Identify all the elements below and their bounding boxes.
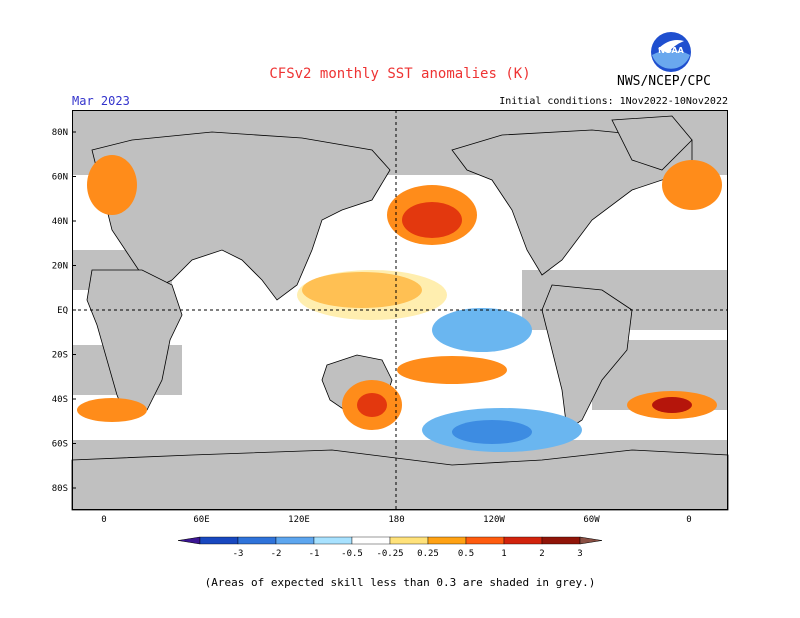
latitude-label: 40S <box>52 395 68 405</box>
latitude-label: 80S <box>52 484 68 494</box>
colorbar-segment <box>389 536 429 545</box>
initial-conditions: Initial conditions: 1Nov2022-10Nov2022 <box>499 96 728 107</box>
continents <box>71 115 729 511</box>
longitude-label: 0 <box>686 515 691 525</box>
longitude-label: 60E <box>193 515 209 525</box>
colorbar-label: -0.5 <box>341 549 363 559</box>
latitude-label: EQ <box>57 306 68 316</box>
colorbar-segment <box>199 536 239 545</box>
colorbar: -3 -2 -1 -0.5 -0.25 0.25 0.5 1 2 3 <box>177 536 603 559</box>
colorbar-label: 3 <box>577 549 582 559</box>
longitude-label: 120W <box>483 515 505 525</box>
skill-footnote: (Areas of expected skill less than 0.3 a… <box>204 576 596 589</box>
latitude-labels: 80N 60N 40N 20N EQ 20S 40S 60S 80S <box>52 128 76 494</box>
latitude-label: 40N <box>52 217 68 227</box>
longitude-label: 120E <box>288 515 310 525</box>
colorbar-min-arrow <box>177 536 201 545</box>
colorbar-segment <box>427 536 467 545</box>
colorbar-label: -3 <box>233 549 244 559</box>
latitude-label: 60N <box>52 173 68 183</box>
latitude-label: 20S <box>52 351 68 361</box>
longitude-labels: 0 60E 120E 180 120W 60W 0 <box>101 515 691 525</box>
colorbar-segment <box>503 536 543 545</box>
colorbar-segment <box>237 536 277 545</box>
colorbar-label: 1 <box>501 549 506 559</box>
colorbar-label: -1 <box>309 549 320 559</box>
longitude-label: 180 <box>388 515 404 525</box>
svg-text:NOAA: NOAA <box>658 46 684 55</box>
colorbar-segment <box>465 536 505 545</box>
noaa-logo-icon: NOAA <box>651 32 691 72</box>
positive-anomalies <box>77 155 722 430</box>
colorbar-label: -0.25 <box>376 549 403 559</box>
colorbar-label: -2 <box>271 549 282 559</box>
organization-label: NWS/NCEP/CPC <box>617 74 711 89</box>
map-title: CFSv2 monthly SST anomalies (K) <box>269 66 531 82</box>
latitude-label: 20N <box>52 262 68 272</box>
longitude-label: 0 <box>101 515 106 525</box>
forecast-month: Mar 2023 <box>72 94 130 108</box>
colorbar-label: 2 <box>539 549 544 559</box>
latitude-label: 60S <box>52 440 68 450</box>
latitude-label: 80N <box>52 128 68 138</box>
colorbar-max-arrow <box>579 536 603 545</box>
longitude-label: 60W <box>583 515 600 525</box>
colorbar-segment <box>351 536 391 545</box>
colorbar-segment <box>313 536 353 545</box>
colorbar-segment <box>541 536 581 545</box>
colorbar-label: 0.5 <box>458 549 474 559</box>
colorbar-segment <box>275 536 315 545</box>
colorbar-label: 0.25 <box>417 549 439 559</box>
negative-anomalies <box>422 308 582 452</box>
sst-anomaly-map: 80N 60N 40N 20N EQ 20S 40S 60S 80S 0 60E 120E 180 12… <box>52 110 729 525</box>
